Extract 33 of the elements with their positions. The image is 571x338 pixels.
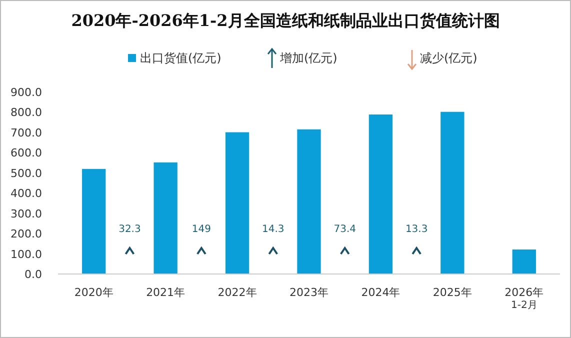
chart-title: 2020年-2026年1-2月全国造纸和纸制品业出口货值统计图 [71,11,500,30]
y-tick-label: 500.0 [10,166,42,180]
bar [440,112,464,274]
annotation: 13.3 [405,224,428,235]
x-tick-label: 2026年 1-2月 [504,286,544,311]
text: 增加(亿元) [279,51,338,65]
x-tick-label: 2025年 [432,286,472,299]
bar [154,162,178,274]
x-tick-label: 2024年 [361,286,400,299]
y-tick-label: 900.0 [10,86,42,99]
bar [82,168,106,274]
text: 减少(亿元) [420,51,478,65]
annotation: 32.3 [118,224,141,235]
bar [297,129,321,274]
x-tick-label: 2020年 [74,286,114,299]
x-tick-label: 2021年 [146,286,186,299]
y-tick-label: 600.0 [10,146,42,160]
bar [225,132,250,274]
y-tick-label: 200.0 [10,228,42,241]
x-tick-label: 2022年 [218,286,257,299]
bar [368,114,393,274]
annotation: 73.4 [334,224,356,235]
y-tick-label: 0.0 [24,268,42,281]
y-tick-label: 700.0 [10,126,42,140]
y-tick-label: 400.0 [10,187,42,200]
bar [512,250,536,274]
legend-label: 出口货值(亿元) [140,51,222,65]
y-tick-label: 300.0 [10,207,42,220]
y-tick-label: 100.0 [10,248,42,261]
y-tick-label: 800.0 [10,106,42,120]
annotation: 149 [192,224,211,235]
x-tick-label: 2023年 [290,286,328,299]
annotation: 14.3 [262,224,284,235]
